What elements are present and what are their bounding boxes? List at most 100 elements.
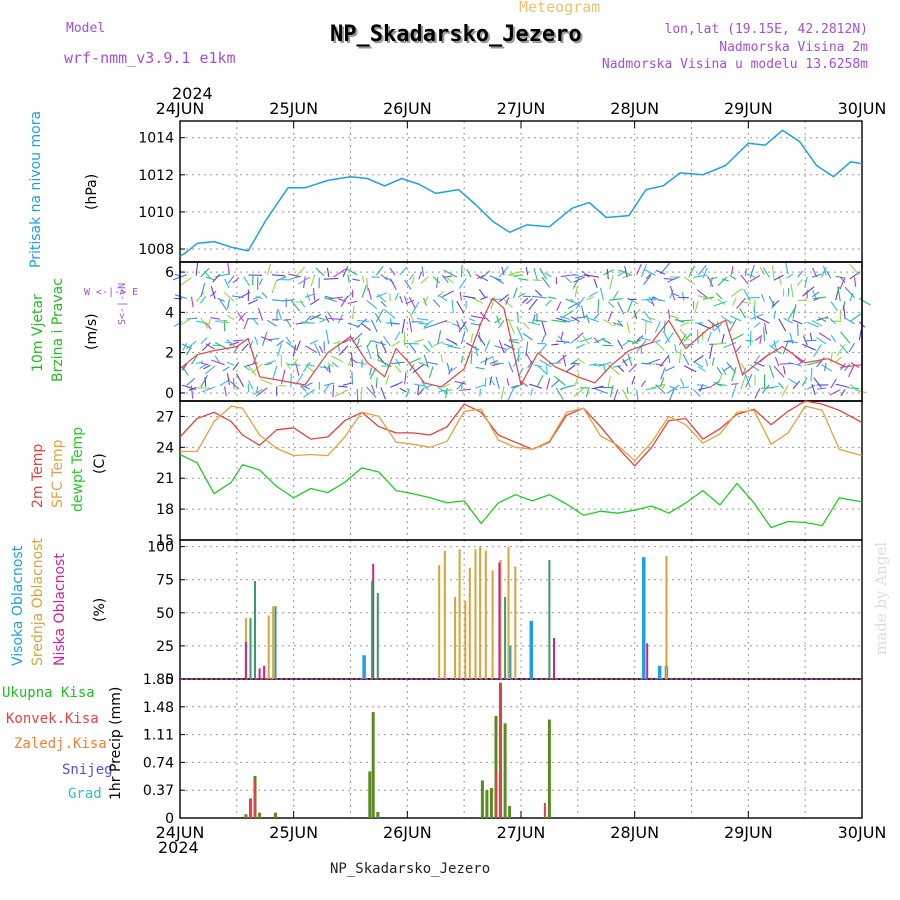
wind-arrow [413, 338, 424, 343]
wind-arrow [729, 315, 742, 322]
wind-arrow [408, 311, 415, 324]
wind-arrow [626, 301, 633, 313]
wind-arrow [479, 311, 491, 323]
wind-arrow [219, 299, 228, 311]
wind-arrow [200, 374, 209, 388]
wind-arrow [654, 321, 661, 333]
wind-arrow [236, 373, 245, 387]
wind-arrow [525, 352, 533, 365]
wind-arrow [802, 286, 815, 297]
wind-arrow [302, 361, 311, 373]
wind-arrow [338, 345, 349, 356]
ukupna-kisa-bar [480, 780, 484, 818]
wind-arrow [770, 340, 780, 348]
wind-arrow [508, 270, 523, 276]
wind-arrow [380, 340, 387, 354]
wind-arrow [489, 376, 493, 386]
wind-arrow [754, 334, 763, 341]
cloud-frame [179, 539, 863, 680]
wind-arrow [794, 355, 803, 364]
wind-arrow [565, 298, 574, 303]
precip-ytick-label: 1.48 [143, 700, 174, 716]
cloud-ytick-label: 0 [165, 672, 174, 688]
wind-arrow [792, 303, 797, 319]
wind-arrow [589, 363, 597, 366]
wind-arrow [643, 275, 652, 286]
wind-arrow [669, 315, 680, 319]
wind-arrow [773, 365, 785, 378]
wind-arrow [723, 341, 737, 349]
wind-arrow [383, 335, 391, 347]
wind-arrow [519, 379, 529, 387]
wind-arrow [405, 388, 410, 398]
wind-arrow [366, 386, 377, 398]
wind-arrow [772, 300, 780, 307]
wind-arrow [545, 299, 552, 307]
mixed-bar [504, 596, 507, 679]
model-elevation-info: Nadmorska Visina u modelu 13.6258m [601, 57, 868, 72]
wind-arrow [449, 366, 457, 372]
wind-arrow [238, 312, 247, 322]
wind-arrow [254, 336, 259, 345]
wind-arrow [401, 319, 406, 334]
wind-arrow [342, 292, 354, 302]
wind-arrow [859, 298, 871, 306]
day-label-top: 25JUN [269, 99, 318, 118]
wind-arrow [539, 359, 552, 368]
wind-arrow [716, 367, 722, 375]
wind-arrow [190, 296, 194, 308]
ukupna-kisa-bar [244, 814, 248, 818]
wind-arrow [351, 371, 354, 385]
cloud-panel: 0 25 50 75 100 [147, 539, 863, 688]
wind-arrow [778, 318, 787, 332]
wind-arrow [374, 312, 382, 323]
wind-arrow [627, 353, 633, 367]
wind-arrow [599, 287, 605, 301]
wind-arrow [468, 317, 476, 322]
wind-arrow [200, 282, 206, 297]
wind-arrow [680, 321, 690, 327]
wind-arrow [707, 275, 714, 287]
wind-arrow [389, 267, 396, 276]
day-label-top: 30JUN [838, 99, 887, 118]
wind-arrow [186, 340, 197, 350]
wind-arrow [370, 384, 376, 394]
wind-arrow [835, 275, 845, 279]
wind-arrow [711, 357, 715, 366]
wind-arrows [172, 261, 871, 404]
wind-arrow [204, 376, 207, 387]
wind-arrow [675, 318, 685, 323]
wind-arrow [226, 373, 230, 385]
wind-arrow [411, 301, 420, 315]
wind-arrow [858, 329, 862, 341]
wind-arrow [788, 378, 798, 385]
wind-arrow [255, 386, 259, 394]
wind-arrow [555, 387, 564, 400]
day-label-bottom: 27JUN [497, 823, 546, 842]
wind-arrow [323, 382, 335, 387]
wind-arrow [532, 279, 542, 281]
wind-arrow [416, 317, 429, 321]
wind-arrow [331, 355, 344, 363]
wind-arrow [478, 288, 486, 298]
wind-arrow [304, 293, 315, 298]
wind-arrow [806, 321, 819, 328]
wind-arrow [693, 355, 704, 363]
wind-arrow [319, 366, 331, 369]
day-label-top: 29JUN [724, 99, 773, 118]
wind-arrow [721, 333, 725, 344]
niska-bar [553, 638, 555, 679]
wind-arrow [237, 312, 245, 322]
wind-arrow [553, 375, 566, 386]
wind-arrow [785, 262, 789, 275]
day-label-top: 26JUN [383, 99, 432, 118]
wind-arrow [671, 292, 680, 297]
wind-arrow [651, 297, 666, 302]
wind-arrow [790, 283, 794, 298]
wind-arrow [812, 267, 818, 278]
wind-arrow [753, 322, 761, 328]
wind-arrow [260, 336, 273, 342]
wind-arrow [530, 388, 534, 396]
wind-arrow [232, 277, 240, 284]
wind-arrow [217, 297, 225, 302]
